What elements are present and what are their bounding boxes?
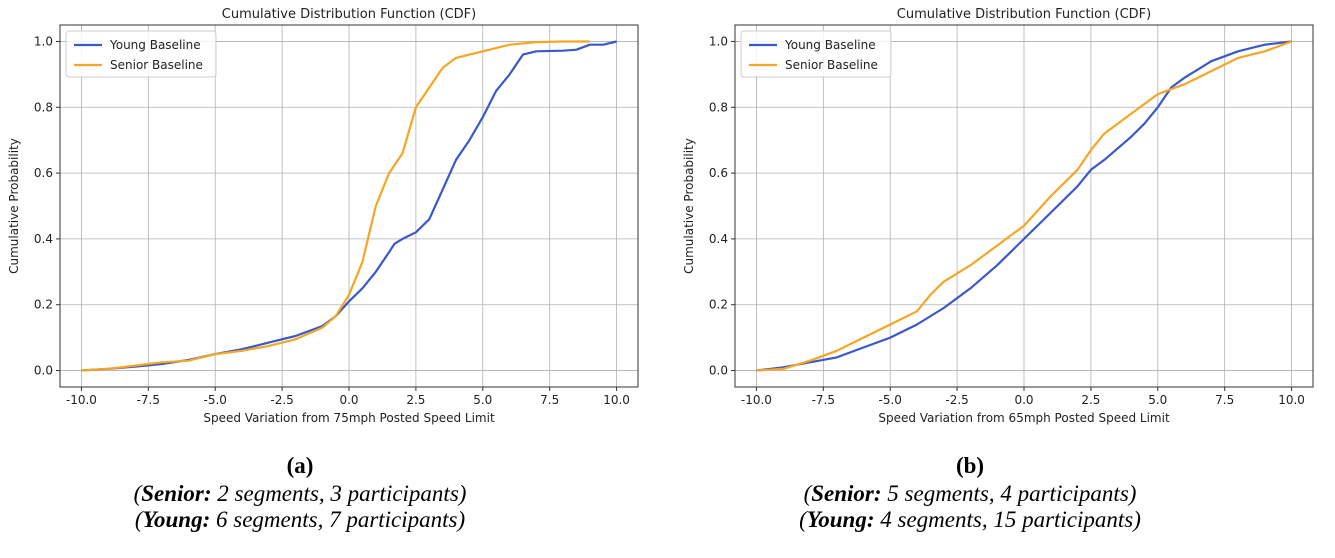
chart-a-ytick-label: 0.4 (34, 232, 53, 246)
chart-a-xtick-label: 10.0 (603, 393, 630, 407)
chart-a-xtick-label: 5.0 (473, 393, 492, 407)
chart-b-axes-frame (734, 24, 1314, 388)
chart-a-xlabel: Speed Variation from 75mph Posted Speed … (203, 411, 495, 425)
caption-a-senior-label: Senior: (141, 481, 212, 506)
chart-b-ytick-label: 0.2 (709, 298, 728, 312)
chart-a-xtick-label: 2.5 (406, 393, 425, 407)
caption-a-line2: (Young: 6 segments, 7 participants) (134, 507, 466, 532)
caption-a: (a) (Senior: 2 segments, 3 participants)… (90, 453, 510, 533)
caption-a-tag: (a) (286, 453, 314, 478)
chart-b-legend: Young Baseline Senior Baseline (740, 30, 892, 78)
chart-b-legend-label: Young Baseline (784, 38, 876, 52)
chart-b-xtick-label: -7.5 (812, 393, 835, 407)
caption-a-young-label: Young: (142, 507, 211, 532)
caption-b-line2: (Young: 4 segments, 15 participants) (799, 507, 1141, 532)
chart-b-xtick-label: 5.0 (1148, 393, 1167, 407)
caption-b-senior-label: Senior: (811, 481, 882, 506)
chart-a-xtick-label: -7.5 (137, 393, 160, 407)
chart-a-xtick-label: 0.0 (339, 393, 358, 407)
cdf-chart-a: Cumulative Distribution Function (CDF) -1… (7, 7, 639, 425)
chart-a-legend-label: Senior Baseline (110, 58, 203, 72)
chart-b-ytick-label: 0.6 (709, 166, 728, 180)
caption-b-young-label: Young: (806, 507, 875, 532)
chart-a-legend-box (65, 30, 217, 78)
chart-a-title: Cumulative Distribution Function (CDF) (222, 7, 476, 22)
chart-b-xtick-label: 7.5 (1215, 393, 1234, 407)
caption-b-line1: (Senior: 5 segments, 4 participants) (803, 481, 1137, 506)
chart-b-series-young-baseline (756, 40, 1292, 372)
chart-b-ylabel: Cumulative Probability (682, 138, 696, 274)
chart-a-legend: Young Baseline Senior Baseline (65, 30, 217, 78)
chart-a-ytick-label: 1.0 (34, 34, 53, 48)
chart-a-ylabel: Cumulative Probability (7, 138, 21, 274)
chart-b-series-senior-baseline (756, 40, 1292, 372)
chart-a-xtick-label: 7.5 (540, 393, 559, 407)
chart-b-xtick-label: 10.0 (1278, 393, 1305, 407)
chart-a-ytick-label: 0.6 (34, 166, 53, 180)
chart-b-xtick-label: -10.0 (741, 393, 772, 407)
chart-a-xtick-label: -5.0 (203, 393, 226, 407)
chart-a-legend-label: Young Baseline (109, 38, 201, 52)
chart-a-xtick-label: -10.0 (66, 393, 97, 407)
chart-b-ytick-label: 0.8 (709, 100, 728, 114)
chart-b-legend-box (740, 30, 892, 78)
chart-b-xlabel: Speed Variation from 65mph Posted Speed … (878, 411, 1170, 425)
chart-a-ytick-label: 0.2 (34, 298, 53, 312)
caption-b: (b) (Senior: 5 segments, 4 participants)… (760, 453, 1180, 533)
chart-a-xtick-label: -2.5 (270, 393, 293, 407)
chart-a-ytick-label: 0.0 (34, 364, 53, 378)
caption-a-line1: (Senior: 2 segments, 3 participants) (133, 481, 467, 506)
chart-b-title: Cumulative Distribution Function (CDF) (897, 7, 1151, 22)
chart-a-axes-frame (59, 24, 639, 388)
chart-b-legend-label: Senior Baseline (785, 58, 878, 72)
chart-b-xtick-label: -5.0 (878, 393, 901, 407)
chart-b-xtick-label: -2.5 (945, 393, 968, 407)
chart-b-ytick-label: 0.0 (709, 364, 728, 378)
chart-b-xtick-label: 0.0 (1014, 393, 1033, 407)
chart-b-ytick-label: 1.0 (709, 34, 728, 48)
chart-b-xtick-label: 2.5 (1081, 393, 1100, 407)
caption-b-tag: (b) (955, 453, 985, 478)
chart-b-ytick-label: 0.4 (709, 232, 728, 246)
chart-a-series-senior-baseline (81, 40, 590, 372)
cdf-chart-b: Cumulative Distribution Function (CDF) -1… (682, 7, 1314, 425)
chart-a-ytick-label: 0.8 (34, 100, 53, 114)
